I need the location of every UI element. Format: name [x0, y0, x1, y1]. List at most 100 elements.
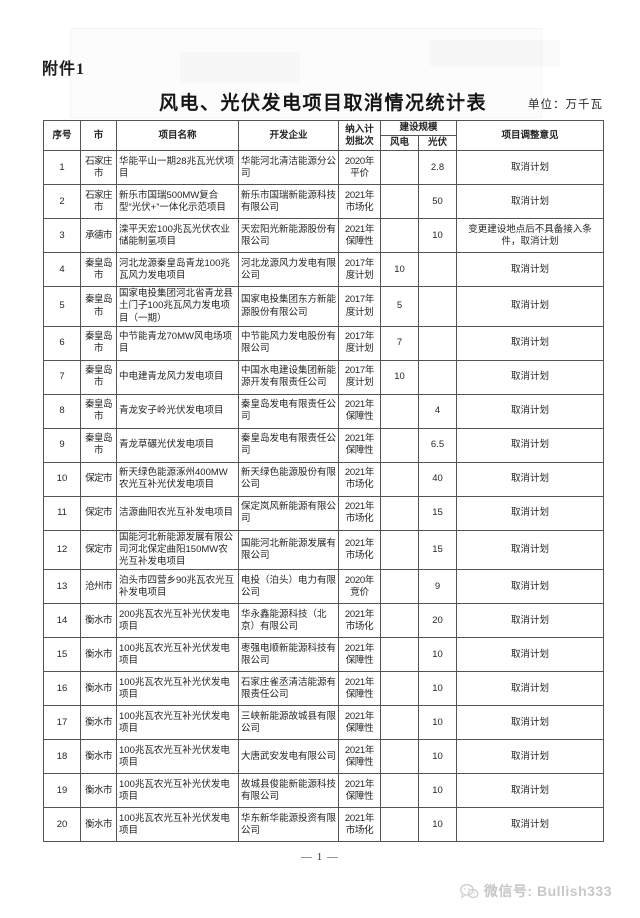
- adjustment-opinion-cell: 取消计划: [456, 286, 605, 327]
- row-index-cell: 15: [43, 637, 81, 673]
- project-name-cell: 国家电投集团河北省青龙县土门子100兆瓦风力发电项目（一期）: [116, 286, 239, 327]
- city-cell: 衡水市: [80, 739, 117, 775]
- row-index-cell: 16: [43, 671, 81, 707]
- solar-scale-cell: 15: [417, 495, 458, 531]
- col-header-batch: 纳入计划批次: [338, 119, 381, 152]
- table-row: 14 衡水市 200兆瓦农光互补光伏发电项目 华永鑫能源科技（北京）有限公司 2021年…: [43, 603, 605, 639]
- wind-scale-cell: [380, 739, 419, 775]
- watermark: 微信号: Bullish333: [459, 881, 612, 901]
- city-cell: 秦皇岛市: [80, 286, 117, 327]
- table-row: 6 秦皇岛市 中节能青龙70MW风电场项目 中节能风力发电股份有限公司 2017年度计划…: [43, 325, 605, 361]
- project-name-cell: 新乐市国瑞500MW复合型“光伏+”一体化示范项目: [116, 184, 239, 220]
- adjustment-opinion-cell: 取消计划: [456, 393, 605, 429]
- plan-batch-cell: 2021年保障性: [338, 671, 381, 707]
- row-index-cell: 3: [43, 218, 81, 254]
- developer-cell: 华能河北清洁能源分公司: [238, 150, 339, 186]
- project-name-cell: 滦平天宏100兆瓦光伏农业储能制氢项目: [116, 218, 239, 254]
- city-cell: 秦皇岛市: [80, 427, 117, 463]
- plan-batch-cell: 2017年度计划: [338, 252, 381, 288]
- table-header: 序号 市 项目名称 开发企业 纳入计划批次 建设规模 项目调整意见 风电 光伏: [43, 119, 605, 152]
- row-index-cell: 2: [43, 184, 81, 220]
- wind-scale-cell: [380, 807, 419, 843]
- adjustment-opinion-cell: 取消计划: [456, 529, 605, 571]
- table-row: 16 衡水市 100兆瓦农光互补光伏发电项目 石家庄雀丞清洁能源有限责任公司 2021年…: [43, 671, 605, 707]
- adjustment-opinion-cell: 取消计划: [456, 150, 605, 186]
- project-name-cell: 泊头市四营乡90兆瓦农光互补发电项目: [116, 569, 239, 605]
- row-index-cell: 17: [43, 705, 81, 741]
- project-name-cell: 100兆瓦农光互补光伏发电项目: [116, 671, 239, 707]
- solar-scale-cell: 10: [417, 807, 458, 843]
- wechat-icon: [459, 883, 479, 900]
- plan-batch-cell: 2017年度计划: [338, 325, 381, 361]
- project-name-cell: 青龙草碾光伏发电项目: [116, 427, 239, 463]
- developer-cell: 河北龙源风力发电有限公司: [238, 252, 339, 288]
- city-cell: 秦皇岛市: [80, 359, 117, 395]
- solar-scale-cell: 10: [417, 705, 458, 741]
- wind-scale-cell: [380, 705, 419, 741]
- adjustment-opinion-cell: 取消计划: [456, 359, 605, 395]
- developer-cell: 中节能风力发电股份有限公司: [238, 325, 339, 361]
- wind-scale-cell: [380, 569, 419, 605]
- plan-batch-cell: 2017年度计划: [338, 286, 381, 327]
- project-name-cell: 中节能青龙70MW风电场项目: [116, 325, 239, 361]
- plan-batch-cell: 2020年竞价: [338, 569, 381, 605]
- col-header-project: 项目名称: [116, 119, 239, 152]
- plan-batch-cell: 2021年市场化: [338, 529, 381, 571]
- plan-batch-cell: 2021年市场化: [338, 603, 381, 639]
- table-row: 2 石家庄市 新乐市国瑞500MW复合型“光伏+”一体化示范项目 新乐市国瑞新能源科技…: [43, 184, 605, 220]
- plan-batch-cell: 2021年市场化: [338, 495, 381, 531]
- city-cell: 保定市: [80, 529, 117, 571]
- adjustment-opinion-cell: 变更建设地点后不具备接入条件，取消计划: [456, 218, 605, 254]
- page-number: — 1 —: [301, 851, 339, 863]
- row-index-cell: 13: [43, 569, 81, 605]
- col-header-solar: 光伏: [417, 135, 458, 152]
- wind-scale-cell: 7: [380, 325, 419, 361]
- col-header-index: 序号: [43, 119, 81, 152]
- col-header-city: 市: [80, 119, 117, 152]
- wind-scale-cell: [380, 773, 419, 809]
- solar-scale-cell: 20: [417, 603, 458, 639]
- table-row: 1 石家庄市 华能平山一期28兆瓦光伏项目 华能河北清洁能源分公司 2020年平价 2.8…: [43, 150, 605, 186]
- developer-cell: 天宏阳光新能源股份有限公司: [238, 218, 339, 254]
- developer-cell: 国能河北新能源发展有限公司: [238, 529, 339, 571]
- table-row: 17 衡水市 100兆瓦农光互补光伏发电项目 三峡新能源故城县有限公司 2021年保障性…: [43, 705, 605, 741]
- adjustment-opinion-cell: 取消计划: [456, 325, 605, 361]
- plan-batch-cell: 2021年保障性: [338, 218, 381, 254]
- wind-scale-cell: [380, 218, 419, 254]
- developer-cell: 枣强电顺新能源科技有限公司: [238, 637, 339, 673]
- table-row: 3 承德市 滦平天宏100兆瓦光伏农业储能制氢项目 天宏阳光新能源股份有限公司 2021…: [43, 218, 605, 254]
- project-name-cell: 100兆瓦农光互补光伏发电项目: [116, 807, 239, 843]
- row-index-cell: 5: [43, 286, 81, 327]
- plan-batch-cell: 2020年平价: [338, 150, 381, 186]
- adjustment-opinion-cell: 取消计划: [456, 252, 605, 288]
- wind-scale-cell: [380, 529, 419, 571]
- row-index-cell: 6: [43, 325, 81, 361]
- developer-cell: 中国水电建设集团新能源开发有限责任公司: [238, 359, 339, 395]
- project-name-cell: 洁源曲阳农光互补发电项目: [116, 495, 239, 531]
- adjustment-opinion-cell: 取消计划: [456, 705, 605, 741]
- city-cell: 保定市: [80, 495, 117, 531]
- wind-scale-cell: [380, 393, 419, 429]
- city-cell: 秦皇岛市: [80, 393, 117, 429]
- solar-scale-cell: 4: [417, 393, 458, 429]
- table-row: 5 秦皇岛市 国家电投集团河北省青龙县土门子100兆瓦风力发电项目（一期） 国家电投集…: [43, 286, 605, 327]
- page-title: 风电、光伏发电项目取消情况统计表: [158, 93, 487, 114]
- adjustment-opinion-cell: 取消计划: [456, 427, 605, 463]
- wind-scale-cell: [380, 184, 419, 220]
- table-body: 1 石家庄市 华能平山一期28兆瓦光伏项目 华能河北清洁能源分公司 2020年平价 2.8…: [43, 150, 605, 843]
- row-index-cell: 19: [43, 773, 81, 809]
- adjustment-opinion-cell: 取消计划: [456, 184, 605, 220]
- solar-scale-cell: 6.5: [417, 427, 458, 463]
- project-name-cell: 国能河北新能源发展有限公司河北保定曲阳150MW农光互补发电项目: [116, 529, 239, 571]
- row-index-cell: 12: [43, 529, 81, 571]
- city-cell: 石家庄市: [80, 150, 117, 186]
- solar-scale-cell: 10: [417, 671, 458, 707]
- unit-label: 单位：万千瓦: [528, 99, 603, 111]
- adjustment-opinion-cell: 取消计划: [456, 739, 605, 775]
- adjustment-opinion-cell: 取消计划: [456, 637, 605, 673]
- plan-batch-cell: 2021年保障性: [338, 705, 381, 741]
- city-cell: 保定市: [80, 461, 117, 497]
- developer-cell: 新天绿色能源股份有限公司: [238, 461, 339, 497]
- scan-bleed-artifact: [70, 28, 542, 118]
- row-index-cell: 10: [43, 461, 81, 497]
